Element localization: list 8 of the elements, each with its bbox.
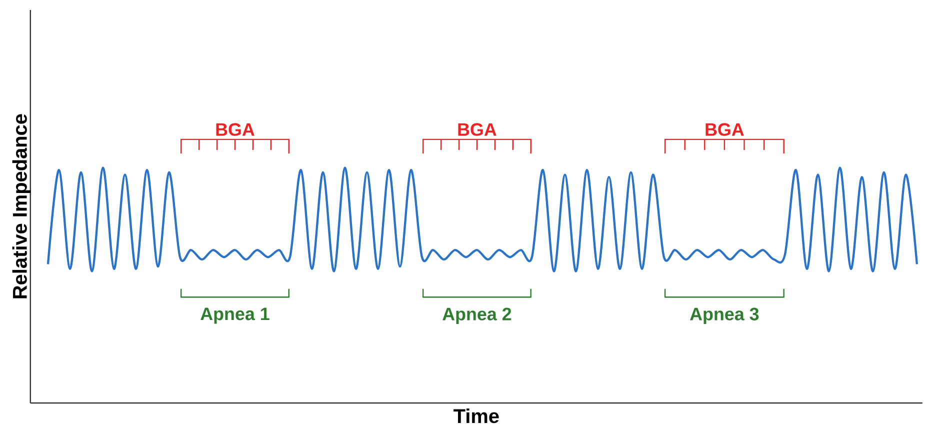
annotation: Apnea 1 [200, 308, 270, 324]
x-axis-title: Time [454, 408, 499, 424]
annotation: Apnea 3 [690, 308, 759, 324]
text: BGA [706, 123, 744, 136]
annotation: Apnea 2 [442, 308, 512, 324]
text: BGA [216, 123, 254, 136]
text: BGA [458, 123, 496, 136]
y-axis-title: Relative Impedance [12, 114, 31, 298]
